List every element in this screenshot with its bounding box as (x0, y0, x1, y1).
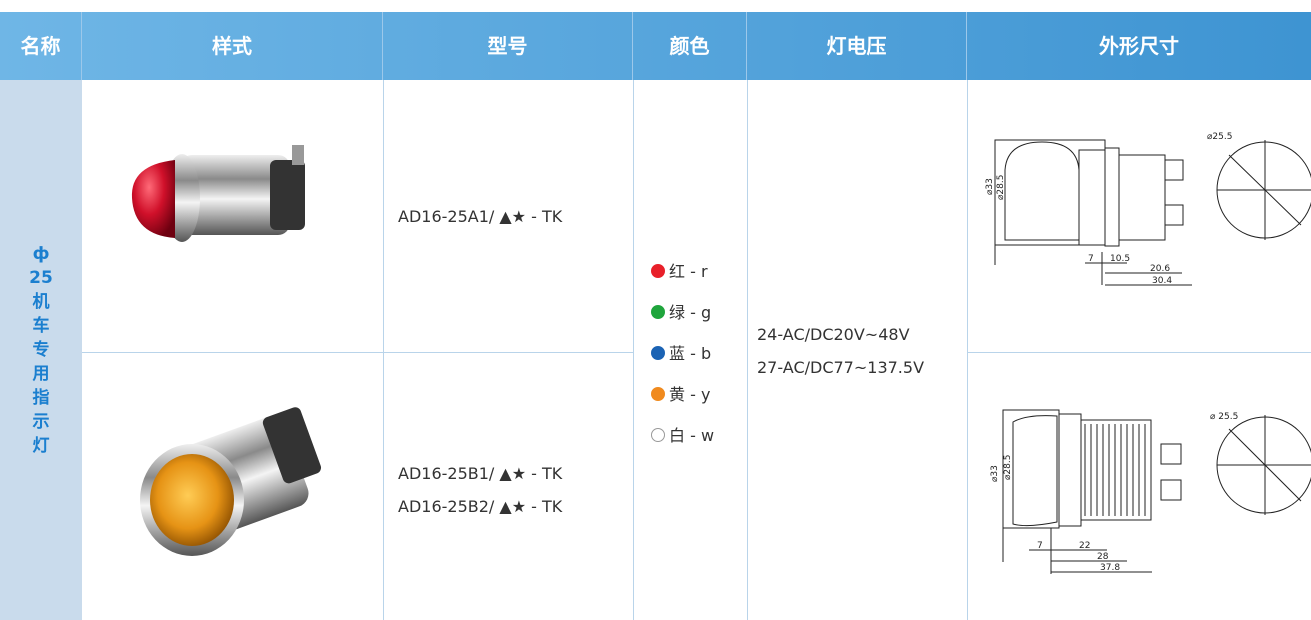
cell-border (967, 80, 968, 620)
cell-border (383, 80, 384, 620)
voltage-text: 24-AC/DC20V~48V (757, 325, 910, 344)
header-cell: 样式 (82, 12, 383, 80)
dimension-drawing: ⌀25.5 ⌀33 ⌀28.5 7 10.5 20.6 30.4 (985, 132, 1311, 286)
name-char: 25 (29, 268, 53, 288)
color-label: 蓝 - b (669, 344, 712, 363)
header-cell: 型号 (383, 12, 633, 80)
color-label: 绿 - g (669, 303, 712, 322)
color-dot (651, 264, 665, 278)
name-char: ф (32, 244, 50, 264)
color-dot (651, 305, 665, 319)
color-list: 红 - r 绿 - g 蓝 - b 黄 - y 白 - w (651, 262, 714, 467)
cell-border (82, 352, 633, 353)
dim-label: 30.4 (1152, 276, 1172, 286)
dim-label: 7 (1088, 254, 1094, 264)
voltage-text: 27-AC/DC77~137.5V (757, 358, 925, 377)
name-char: 示 (32, 412, 50, 432)
color-label: 红 - r (669, 262, 708, 281)
dim-label: 28 (1097, 552, 1109, 562)
name-cell: ф 25 机车专用指示灯 (0, 80, 82, 620)
cell-border (747, 80, 748, 620)
color-dot (651, 387, 665, 401)
dim-label: ⌀33 (985, 178, 995, 195)
color-label: 白 - w (669, 426, 715, 445)
model-text: AD16-25B2/ ▲★ - TK (398, 497, 563, 516)
name-char: 用 (32, 364, 50, 384)
model-text: AD16-25A1/ ▲★ - TK (398, 207, 563, 226)
color-item: 白 - w (651, 426, 714, 467)
lamp-photo (140, 407, 322, 556)
dim-label: 10.5 (1110, 254, 1130, 264)
color-item: 红 - r (651, 262, 714, 303)
model-text: AD16-25B1/ ▲★ - TK (398, 464, 563, 483)
dim-label: 7 (1037, 541, 1043, 551)
color-item: 黄 - y (651, 385, 714, 426)
color-label: 黄 - y (669, 385, 711, 404)
dim-label: 22 (1079, 541, 1090, 551)
name-char: 指 (32, 388, 50, 408)
color-item: 蓝 - b (651, 344, 714, 385)
name-char: 机 (32, 292, 50, 312)
dim-label: 37.8 (1100, 563, 1120, 573)
header-cell: 名称 (0, 12, 82, 80)
dim-label: ⌀25.5 (1207, 132, 1232, 142)
name-char: 专 (32, 340, 50, 360)
cell-border (967, 352, 1311, 353)
dim-label: ⌀ 25.5 (1210, 412, 1238, 422)
color-dot (651, 428, 665, 442)
color-dot (651, 346, 665, 360)
dim-label: ⌀28.5 (1003, 455, 1013, 480)
dim-label: 20.6 (1150, 264, 1170, 274)
name-char: 灯 (32, 436, 50, 456)
header-cell: 外形尺寸 (1099, 34, 1179, 58)
lamp-photo (131, 145, 305, 242)
dim-label: ⌀28.5 (996, 175, 1006, 200)
dimension-drawing: ⌀ 25.5 ⌀33 ⌀28.5 7 22 28 37.8 (990, 409, 1311, 574)
header-band (0, 12, 1311, 80)
header-cell: 灯电压 (747, 12, 967, 80)
name-char: 车 (32, 316, 50, 336)
header-cell: 颜色 (633, 12, 747, 80)
dim-label: ⌀33 (990, 465, 1000, 482)
cell-border (633, 80, 634, 620)
color-item: 绿 - g (651, 303, 714, 344)
